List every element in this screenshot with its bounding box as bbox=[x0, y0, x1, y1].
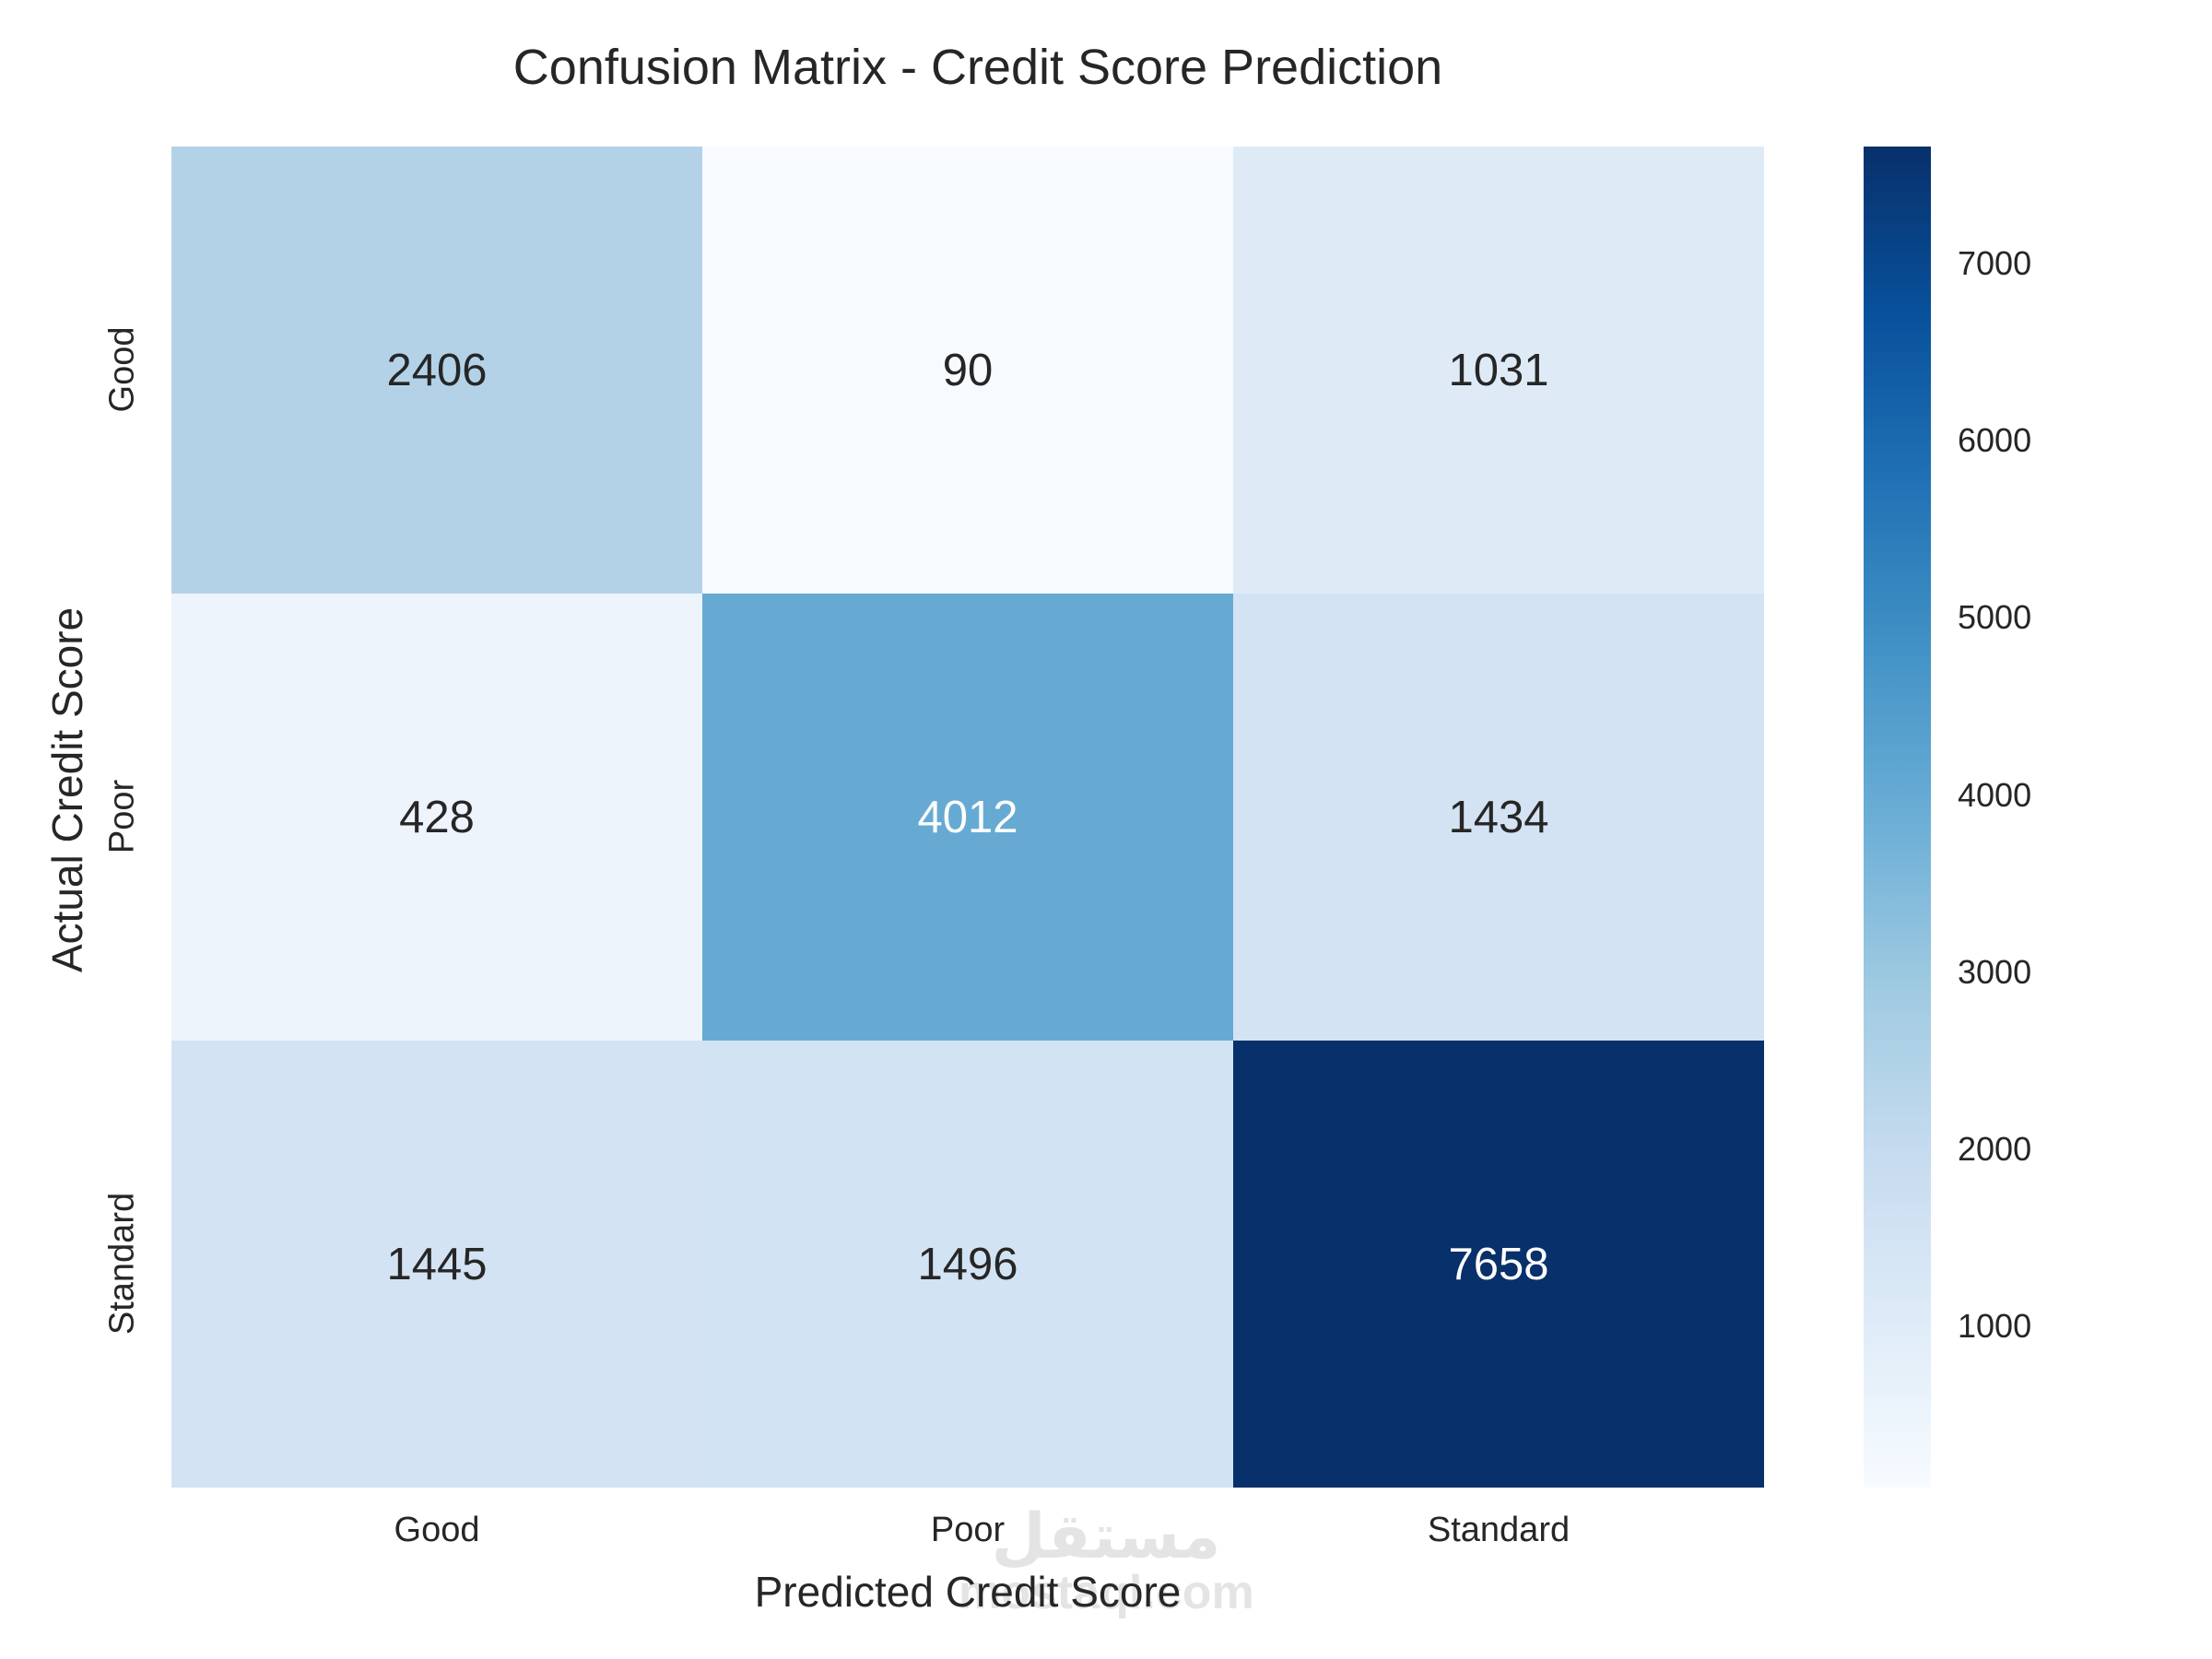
cell-value: 1031 bbox=[1448, 345, 1549, 395]
cell-standard-poor: 1496 bbox=[702, 1041, 1233, 1488]
cell-standard-standard: 7658 bbox=[1233, 1041, 1764, 1488]
cell-poor-good: 428 bbox=[171, 594, 702, 1041]
cell-value: 428 bbox=[399, 792, 475, 842]
x-tick-standard: Standard bbox=[1427, 1511, 1571, 1549]
x-tick-poor: Poor bbox=[930, 1511, 1006, 1549]
cell-good-standard: 1031 bbox=[1233, 147, 1764, 594]
cell-value: 2406 bbox=[386, 345, 488, 395]
cell-value: 4012 bbox=[917, 792, 1018, 842]
confusion-matrix-heatmap: 2406 90 1031 428 4012 1434 1445 1496 765… bbox=[171, 147, 1764, 1488]
cell-poor-standard: 1434 bbox=[1233, 594, 1764, 1041]
cell-good-poor: 90 bbox=[702, 147, 1233, 594]
y-axis-label: Actual Credit Score bbox=[43, 606, 91, 973]
x-axis-label: Predicted Credit Score bbox=[754, 1568, 1182, 1616]
cell-poor-poor: 4012 bbox=[702, 594, 1233, 1041]
cell-value: 1496 bbox=[917, 1239, 1018, 1289]
colorbar bbox=[1864, 147, 1931, 1488]
cell-value: 90 bbox=[942, 345, 994, 395]
cell-good-good: 2406 bbox=[171, 147, 702, 594]
x-tick-good: Good bbox=[394, 1511, 480, 1549]
cell-value: 1445 bbox=[386, 1239, 488, 1289]
cell-standard-good: 1445 bbox=[171, 1041, 702, 1488]
chart-title: Confusion Matrix - Credit Score Predicti… bbox=[512, 40, 1443, 95]
cell-value: 1434 bbox=[1448, 792, 1549, 842]
cell-value: 7658 bbox=[1448, 1239, 1549, 1289]
